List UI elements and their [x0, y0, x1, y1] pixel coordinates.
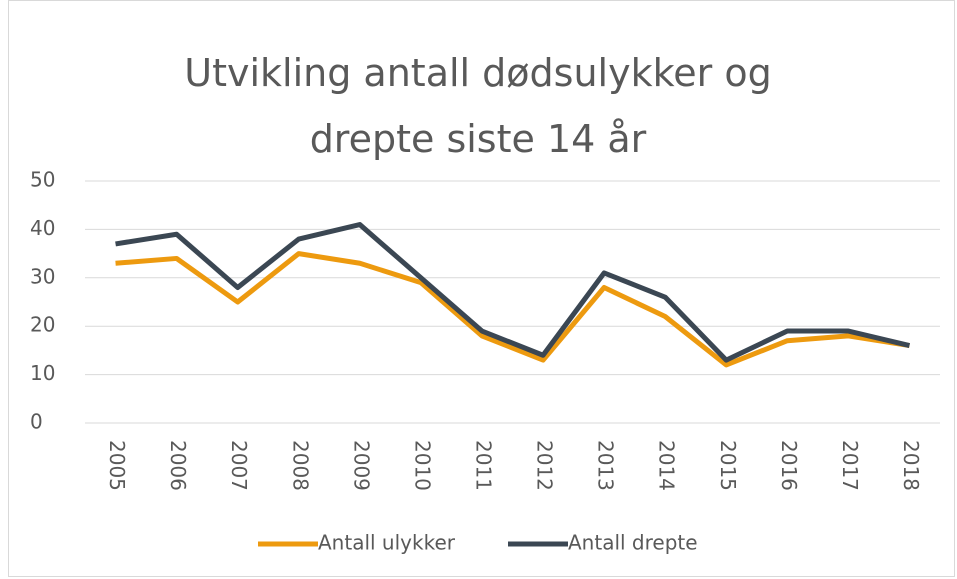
legend-label: Antall ulykker: [318, 531, 456, 555]
x-tick-label: 2006: [166, 440, 190, 491]
y-tick-label: 20: [30, 313, 55, 337]
x-tick-label: 2010: [410, 440, 434, 491]
x-tick-label: 2014: [655, 440, 679, 491]
legend-label: Antall drepte: [568, 531, 698, 555]
y-tick-label: 10: [30, 361, 55, 385]
x-tick-label: 2015: [716, 440, 740, 491]
x-tick-label: 2016: [777, 440, 801, 491]
y-tick-label: 30: [30, 264, 55, 288]
x-tick-label: 2018: [899, 440, 923, 491]
x-tick-label: 2017: [838, 440, 862, 491]
chart-title: Utvikling antall dødsulykker og drepte s…: [184, 51, 772, 161]
y-tick-label: 40: [30, 216, 55, 240]
x-tick-label: 2011: [471, 440, 495, 491]
x-tick-label: 2009: [349, 440, 373, 491]
x-tick-label: 2008: [288, 440, 312, 491]
x-tick-label: 2005: [105, 440, 129, 491]
chart-frame: [8, 0, 955, 577]
y-tick-label: 0: [30, 410, 43, 434]
series-line: [115, 251, 910, 368]
y-tick-label: 50: [30, 168, 55, 192]
series-line: [115, 222, 911, 363]
x-tick-label: 2007: [227, 440, 251, 491]
x-tick-label: 2012: [533, 440, 557, 491]
x-tick-label: 2013: [594, 440, 618, 491]
